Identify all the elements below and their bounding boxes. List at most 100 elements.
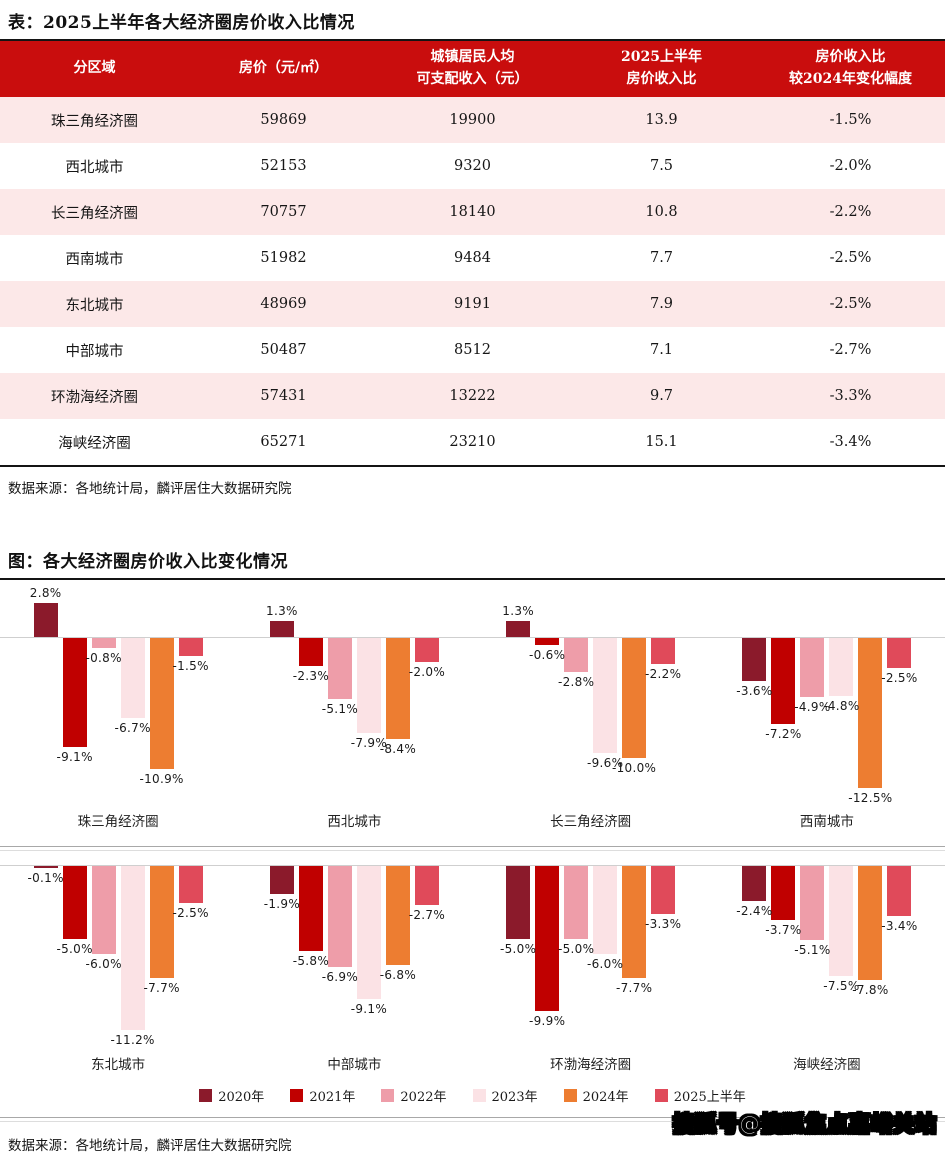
table-top-rule (0, 39, 945, 41)
value-label: -2.0% (408, 665, 446, 679)
value-cell: 7.1 (649, 342, 674, 358)
value-label: -12.5% (848, 791, 893, 805)
series-bar (327, 866, 352, 967)
chart-panel: -5.0% -9.9% -5.0% -6.0% -7.7% -3.3% 环渤海经济圈 (473, 853, 709, 1077)
value-cell: -2.7% (829, 342, 872, 358)
value-cell: 9191 (454, 296, 491, 312)
series-bar (593, 866, 618, 954)
series-bar (564, 866, 589, 939)
value-cell: 15.1 (645, 434, 678, 450)
region-cell: 中部城市 (65, 343, 124, 360)
series-bar (887, 638, 912, 668)
value-cell: 65271 (260, 434, 307, 450)
region-cell: 长三角经济圈 (51, 205, 138, 222)
series-bar (622, 638, 647, 758)
series-bar (535, 866, 560, 1011)
value-cell: -2.0% (829, 158, 872, 174)
value-label: -0.6% (528, 648, 566, 662)
value-label: -2.3% (292, 669, 330, 683)
value-label: -7.9% (350, 736, 388, 750)
value-label: -2.7% (408, 908, 446, 922)
table-body: 珠三角经济圈 59869 19900 13.9 -1.5% 西北城市 52153 9320 7.… (0, 97, 945, 465)
chart-panel: 2.8% -9.1% -0.8% -6.7% -10.9% -1.5% 珠三角经济圈 (0, 580, 236, 844)
series-bar (535, 638, 560, 645)
table-row: 长三角经济圈 70757 18140 10.8 -2.2% (0, 189, 945, 235)
table-bottom-rule (0, 465, 945, 467)
category-label: 中部城市 (327, 1057, 382, 1073)
price-income-table: 分区域 房价（元/㎡） 城镇居民人均 可支配收入（元） 2025上半年 房价收入比 房价收入… (0, 41, 945, 465)
category-label: 长三角经济圈 (550, 814, 632, 830)
chart-panel: 1.3% -0.6% -2.8% -9.6% -10.0% -2.2% 长三角经济圈 (473, 580, 709, 844)
value-label: -11.2% (110, 1033, 155, 1047)
value-cell: -3.3% (829, 388, 872, 404)
chart-title-rule (0, 578, 945, 580)
legend-item: 2024年 (563, 1086, 629, 1105)
value-cell: 9320 (454, 158, 491, 174)
series-bar (62, 638, 87, 747)
column-header: 分区域 (73, 60, 116, 77)
column-header: 房价收入比 较2024年变化幅度 (789, 49, 912, 87)
value-cell: 9.7 (649, 388, 674, 404)
value-label: -1.9% (263, 897, 301, 911)
table-title: 表：2025上半年各大经济圈房价收入比情况 (8, 13, 355, 33)
value-label: -5.0% (499, 942, 537, 956)
series-bar (385, 638, 410, 739)
legend-label: 2022年 (400, 1090, 447, 1105)
value-label: -5.8% (292, 954, 330, 968)
value-label: -10.0% (611, 761, 657, 775)
series-bar (829, 638, 854, 696)
value-cell: 70757 (260, 204, 307, 220)
value-label: -7.8% (852, 983, 889, 997)
series-bar (33, 866, 58, 868)
chart-source: 数据来源：各地统计局，麟评居住大数据研究院 (8, 1138, 292, 1154)
category-label: 海峡经济圈 (793, 1057, 861, 1073)
value-label: -3.6% (736, 684, 773, 698)
series-bar (858, 866, 883, 980)
value-cell: 13222 (449, 388, 496, 404)
value-label: 1.3% (502, 604, 534, 618)
category-label: 环渤海经济圈 (550, 1057, 632, 1073)
value-cell: 59869 (260, 112, 307, 128)
value-label: -7.7% (615, 981, 653, 995)
legend-swatch (654, 1089, 668, 1102)
value-label: 2.8% (29, 586, 62, 600)
value-label: -5.1% (321, 702, 359, 716)
series-bar (62, 866, 87, 939)
legend-item: 2022年 (381, 1086, 447, 1105)
chart-row-bottom: -0.1% -5.0% -6.0% -11.2% -7.7% -2.5% 东北城市 -1.9%… (0, 853, 945, 1077)
region-cell: 海峡经济圈 (58, 435, 131, 452)
value-label: -3.3% (644, 917, 682, 931)
value-label: -9.1% (350, 1002, 388, 1016)
region-cell: 东北城市 (65, 297, 124, 314)
chart-row-divider (0, 846, 945, 851)
value-cell: -3.4% (829, 434, 872, 450)
value-label: -5.0% (557, 942, 595, 956)
value-label: -0.8% (85, 651, 122, 665)
value-cell: 52153 (260, 158, 307, 174)
value-cell: 13.9 (645, 112, 678, 128)
value-label: -5.0% (56, 942, 93, 956)
legend-item: 2023年 (472, 1086, 538, 1105)
value-label: -7.7% (143, 981, 180, 995)
chart-row-top: 2.8% -9.1% -0.8% -6.7% -10.9% -1.5% 珠三角经济圈 1.3%… (0, 580, 945, 844)
series-bar (564, 638, 589, 672)
legend-item: 2020年 (199, 1086, 264, 1105)
series-bar (356, 638, 381, 733)
series-bar (91, 638, 116, 648)
series-bar (91, 866, 116, 954)
legend-swatch (381, 1089, 395, 1102)
series-bar (269, 621, 294, 637)
value-cell: -2.5% (829, 250, 872, 266)
legend-swatch (290, 1089, 304, 1102)
table-header-row: 分区域 房价（元/㎡） 城镇居民人均 可支配收入（元） 2025上半年 房价收入比 房价收入… (0, 41, 945, 97)
legend-item: 2021年 (290, 1086, 355, 1105)
value-label: -2.4% (736, 904, 773, 918)
watermark: 搜狐号@搜狐焦点嘉峪关站 (672, 1111, 937, 1137)
value-label: -2.5% (172, 906, 209, 920)
series-bar (771, 638, 796, 724)
series-bar (742, 866, 767, 901)
series-bar (120, 866, 145, 1030)
zero-axis-line (0, 637, 945, 638)
series-bar (414, 866, 439, 905)
